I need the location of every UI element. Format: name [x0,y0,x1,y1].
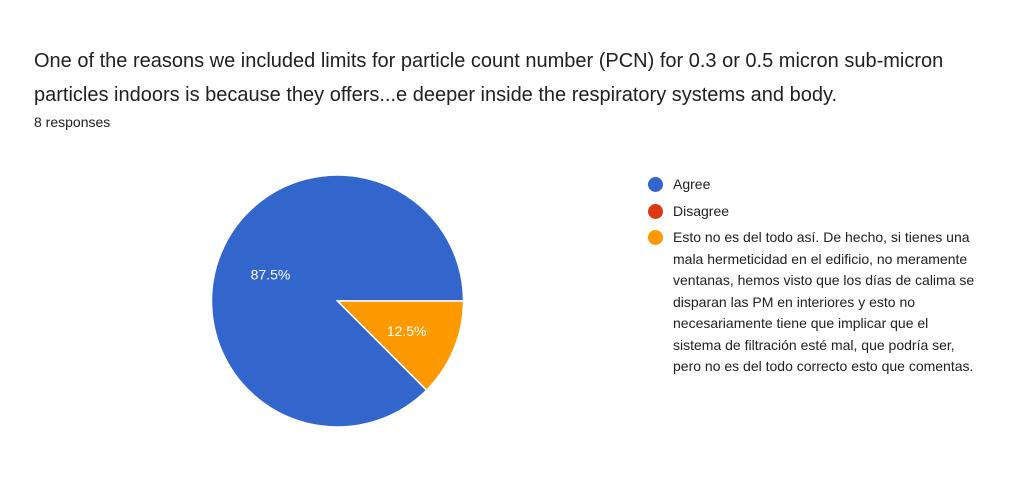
legend-swatch-other [648,230,663,245]
pie-data-label-2: 12.5% [387,323,427,339]
pie-data-label-0: 87.5% [251,266,291,282]
question-title: One of the reasons we included limits fo… [34,50,944,106]
legend-swatch-agree [648,177,663,192]
response-count: 8 responses [34,114,111,130]
legend-item-disagree[interactable]: Disagree [648,201,978,223]
legend-swatch-disagree [648,203,663,219]
legend-label: Agree [673,176,711,192]
pie-chart: 87.5% 12.5% [210,174,465,428]
legend-label: Esto no es del todo así. De hecho, si ti… [673,229,975,374]
legend-label: Disagree [673,202,730,219]
pie-slice-2[interactable] [335,300,465,392]
legend-item-other[interactable]: Esto no es del todo así. De hecho, si ti… [648,227,978,378]
legend-item-agree[interactable]: Agree [648,174,978,196]
chart-legend: Agree Disagree Esto no es del todo así. … [648,174,978,383]
